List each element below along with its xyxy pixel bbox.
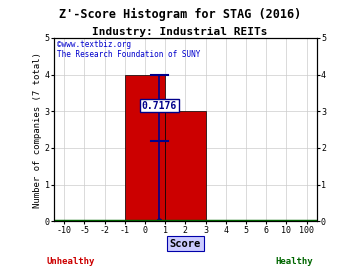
Bar: [165, 111, 206, 221]
Y-axis label: Number of companies (7 total): Number of companies (7 total): [33, 52, 42, 208]
Bar: [125, 75, 165, 221]
Text: Unhealthy: Unhealthy: [47, 257, 95, 266]
Text: ©www.textbiz.org
The Research Foundation of SUNY: ©www.textbiz.org The Research Foundation…: [57, 40, 200, 59]
Text: 0.7176: 0.7176: [142, 101, 177, 111]
Text: Z'-Score Histogram for STAG (2016): Z'-Score Histogram for STAG (2016): [59, 8, 301, 21]
Text: Industry: Industrial REITs: Industry: Industrial REITs: [92, 27, 268, 37]
Text: Healthy: Healthy: [275, 257, 313, 266]
X-axis label: Score: Score: [170, 239, 201, 249]
